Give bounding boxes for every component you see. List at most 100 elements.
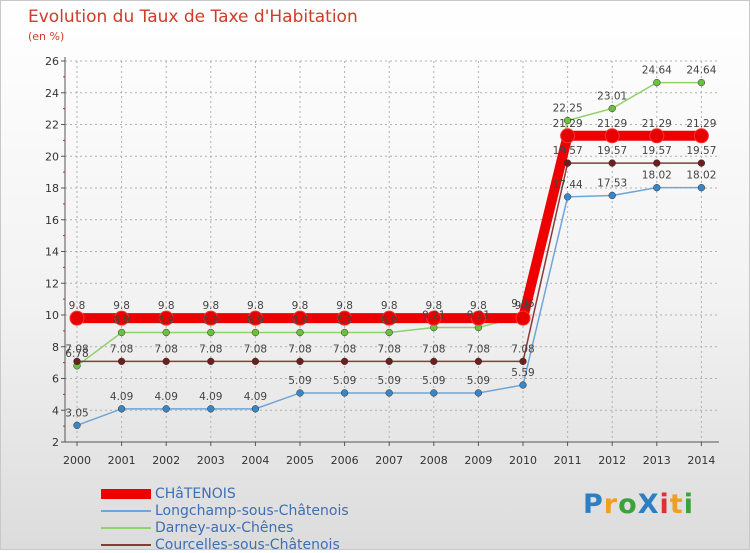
proxiti-logo: ProXiti — [583, 489, 694, 520]
data-point-longchamp-sous-ch-tenois — [340, 389, 349, 397]
data-label-longchamp-sous-ch-tenois: 18.02 — [686, 170, 716, 182]
data-point-longchamp-sous-ch-tenois — [117, 405, 126, 413]
data-point-courcelles-sous-ch-tenois — [697, 159, 706, 167]
x-tick-label: 2003 — [197, 454, 225, 467]
y-tick-label: 22 — [45, 119, 59, 132]
data-point-longchamp-sous-ch-tenois — [563, 193, 572, 201]
data-label-courcelles-sous-ch-tenois: 7.08 — [422, 343, 445, 355]
data-label-darney-aux-ch-nes: 8.9 — [381, 314, 398, 326]
legend-item: Longchamp-sous-Châtenois — [101, 502, 349, 519]
data-label-longchamp-sous-ch-tenois: 4.09 — [155, 391, 178, 403]
y-unit-label: (en %) — [28, 30, 65, 43]
data-point-darney-aux-ch-nes — [697, 78, 706, 87]
data-point-ch-tenois — [292, 310, 308, 326]
x-tick-label: 2005 — [286, 454, 314, 467]
data-point-ch-tenois — [337, 310, 353, 326]
y-tick-label: 2 — [52, 436, 59, 449]
y-tick-label: 26 — [45, 55, 59, 68]
x-tick-label: 2004 — [241, 454, 269, 467]
legend-label: Longchamp-sous-Châtenois — [155, 502, 349, 519]
data-label-ch-tenois: 9.8 — [247, 300, 264, 312]
data-label-longchamp-sous-ch-tenois: 18.02 — [642, 170, 672, 182]
y-tick-label: 18 — [45, 182, 59, 195]
data-label-darney-aux-ch-nes: 22.25 — [553, 103, 583, 115]
data-point-courcelles-sous-ch-tenois — [430, 357, 438, 366]
data-label-courcelles-sous-ch-tenois: 7.08 — [110, 343, 133, 355]
data-point-courcelles-sous-ch-tenois — [117, 357, 126, 366]
x-tick-label: 2002 — [152, 454, 180, 467]
data-label-longchamp-sous-ch-tenois: 3.05 — [65, 407, 88, 419]
legend-label: Darney-aux-Chênes — [155, 519, 294, 536]
data-label-ch-tenois: 9.8 — [158, 300, 175, 312]
data-label-courcelles-sous-ch-tenois: 7.08 — [244, 343, 267, 355]
data-label-darney-aux-ch-nes: 23.01 — [597, 90, 627, 102]
data-label-courcelles-sous-ch-tenois: 19.57 — [686, 145, 716, 157]
data-label-longchamp-sous-ch-tenois: 4.09 — [199, 391, 222, 403]
data-point-ch-tenois — [114, 310, 130, 326]
data-point-longchamp-sous-ch-tenois — [385, 389, 393, 397]
data-labels: 6.78 8.9 8.9 8.9 8.9 8.9 8.9 8.9 9.21 9.21 9.95 22.… — [65, 65, 716, 420]
data-label-courcelles-sous-ch-tenois: 7.08 — [65, 343, 88, 355]
data-point-courcelles-sous-ch-tenois — [474, 357, 483, 366]
x-tick-label: 2009 — [464, 454, 492, 467]
data-label-ch-tenois: 9.8 — [113, 300, 130, 312]
data-label-courcelles-sous-ch-tenois: 7.08 — [378, 343, 401, 355]
logo-letter: i — [683, 489, 694, 520]
data-label-longchamp-sous-ch-tenois: 5.09 — [422, 375, 445, 387]
data-label-ch-tenois: 21.29 — [686, 118, 716, 130]
data-point-ch-tenois — [69, 310, 85, 326]
data-point-ch-tenois — [426, 310, 442, 326]
data-point-darney-aux-ch-nes — [385, 328, 393, 337]
data-label-ch-tenois: 9.8 — [470, 300, 487, 312]
data-label-darney-aux-ch-nes: 24.64 — [642, 65, 672, 77]
legend-item: CHâTENOIS — [101, 485, 349, 502]
data-point-courcelles-sous-ch-tenois — [653, 159, 661, 167]
x-tick-label: 2012 — [598, 454, 626, 467]
data-point-courcelles-sous-ch-tenois — [608, 159, 616, 167]
data-label-longchamp-sous-ch-tenois: 17.53 — [597, 177, 627, 189]
x-tick-label: 2000 — [63, 454, 91, 467]
logo-letter: X — [637, 489, 660, 520]
data-label-ch-tenois: 21.29 — [553, 118, 583, 130]
legend-swatch — [101, 488, 151, 499]
legend-label: Courcelles-sous-Châtenois — [155, 536, 340, 553]
data-point-longchamp-sous-ch-tenois — [653, 184, 661, 192]
data-point-courcelles-sous-ch-tenois — [296, 357, 304, 366]
logo-letter: r — [603, 489, 619, 520]
data-point-ch-tenois — [381, 310, 397, 326]
legend-item: Darney-aux-Chênes — [101, 519, 349, 536]
data-label-darney-aux-ch-nes: 8.9 — [202, 314, 219, 326]
data-label-courcelles-sous-ch-tenois: 7.08 — [199, 343, 222, 355]
data-label-ch-tenois: 9.8 — [381, 300, 398, 312]
data-label-ch-tenois: 9.8 — [425, 300, 442, 312]
data-point-courcelles-sous-ch-tenois — [519, 357, 527, 366]
legend: CHâTENOIS Longchamp-sous-Châtenois Darney-… — [101, 485, 349, 553]
data-point-ch-tenois — [604, 128, 620, 144]
data-point-courcelles-sous-ch-tenois — [563, 159, 572, 167]
data-label-ch-tenois: 9.8 — [69, 300, 86, 312]
data-label-ch-tenois: 9.8 — [292, 300, 309, 312]
series-points — [69, 78, 709, 429]
legend-swatch — [101, 509, 151, 512]
chart-title: Evolution du Taux de Taxe d'Habitation — [28, 7, 358, 27]
y-tick-label: 8 — [52, 341, 59, 354]
data-label-courcelles-sous-ch-tenois: 7.08 — [288, 343, 311, 355]
data-label-longchamp-sous-ch-tenois: 5.09 — [333, 375, 356, 387]
data-label-courcelles-sous-ch-tenois: 7.08 — [155, 343, 178, 355]
data-point-darney-aux-ch-nes — [340, 328, 349, 337]
x-tick-label: 2001 — [108, 454, 136, 467]
data-label-ch-tenois: 21.29 — [597, 118, 627, 130]
data-point-longchamp-sous-ch-tenois — [519, 381, 527, 389]
y-tick-label: 14 — [45, 246, 59, 259]
data-point-courcelles-sous-ch-tenois — [385, 357, 393, 366]
data-point-darney-aux-ch-nes — [162, 328, 170, 337]
data-point-darney-aux-ch-nes — [563, 116, 572, 125]
data-label-longchamp-sous-ch-tenois: 5.09 — [288, 375, 311, 387]
data-label-longchamp-sous-ch-tenois: 4.09 — [110, 391, 133, 403]
legend-item: Courcelles-sous-Châtenois — [101, 536, 349, 553]
x-tick-label: 2014 — [687, 454, 715, 467]
data-label-courcelles-sous-ch-tenois: 7.08 — [467, 343, 490, 355]
y-tick-label: 12 — [45, 277, 59, 290]
x-tick-label: 2011 — [554, 454, 582, 467]
